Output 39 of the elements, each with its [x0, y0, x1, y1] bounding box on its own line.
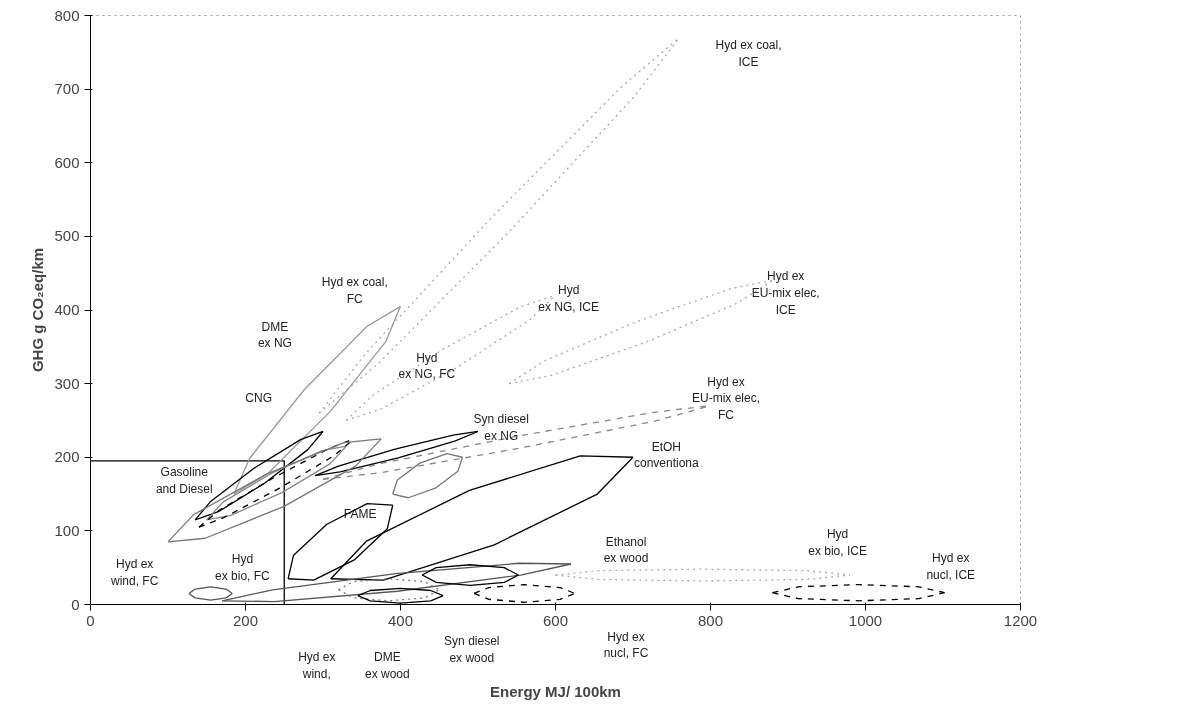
annotation: Hyd ex bio, FC: [215, 552, 271, 584]
text: DME ex wood: [364, 650, 410, 682]
annotation: Ethanol ex wood: [603, 534, 649, 566]
annotation: Hyd ex EU-mix elec, FC: [692, 374, 761, 423]
annotation: Hyd ex bio, ICE: [808, 527, 867, 559]
annotation: EtOH conventiona: [633, 439, 700, 471]
y-tick-label: 600: [54, 153, 80, 171]
y-tick-label: 400: [54, 301, 80, 318]
y-tick-label: 200: [54, 448, 80, 466]
y-tick-label: 500: [54, 227, 80, 245]
y-tick-label: 100: [54, 521, 80, 539]
y-tick-label: 800: [54, 6, 80, 24]
x-tick-label: 1200: [1003, 611, 1038, 629]
text: Hyd ex wind,: [298, 650, 336, 682]
y-tick-label: 700: [54, 80, 80, 98]
annotation: CNG: [245, 391, 273, 406]
annotation: Hyd ex wind, FC: [110, 556, 159, 588]
annotation: Hyd ex NG, FC: [398, 350, 456, 382]
text: Syn diesel ex wood: [444, 633, 500, 665]
annotation: DME ex NG: [257, 319, 292, 351]
x-tick-label: 800: [697, 611, 724, 629]
x-tick-label: 200: [232, 611, 259, 629]
text: Hyd ex nucl, FC: [603, 629, 649, 661]
annotation: Syn diesel ex NG: [473, 412, 529, 444]
annotation: Hyd ex coal, ICE: [715, 38, 782, 70]
y-axis-title: GHG g CO₂eq/km: [29, 247, 47, 373]
annotation: FAME: [343, 506, 377, 521]
annotation: Hyd ex nucl, ICE: [926, 550, 976, 582]
annotation: Hyd ex EU-mix elec, ICE: [751, 269, 820, 317]
x-tick-label: 0: [86, 611, 95, 629]
x-tick-label: 1000: [848, 611, 883, 629]
x-tick-label: 400: [387, 611, 414, 629]
y-tick-label: 300: [54, 374, 80, 392]
x-axis-title: Energy MJ/ 100km: [490, 682, 621, 700]
annotation: Hyd ex coal, FC: [321, 275, 388, 307]
annotation: Gasoline and Diesel: [155, 465, 213, 497]
y-tick-label: 0: [71, 595, 80, 613]
annotation: Hyd ex NG, ICE: [538, 282, 600, 314]
x-tick-label: 600: [542, 611, 569, 629]
